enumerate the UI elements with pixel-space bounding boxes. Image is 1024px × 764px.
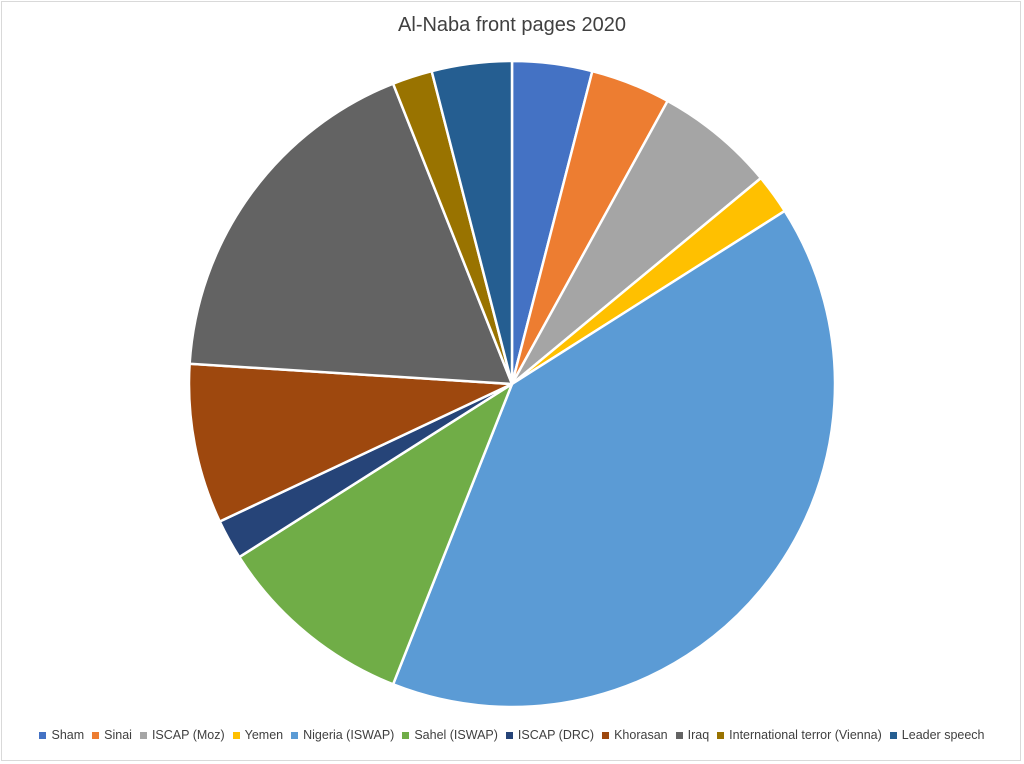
legend-swatch bbox=[602, 731, 610, 739]
legend-swatch bbox=[889, 731, 897, 739]
legend-label: Sham bbox=[51, 728, 85, 742]
pie-slice-khorasan bbox=[187, 362, 514, 523]
pie-slice-nigeria-iswap bbox=[391, 209, 837, 709]
legend-swatch bbox=[717, 731, 725, 739]
pie-slice-leader-speech bbox=[430, 59, 514, 386]
legend-item: Sham bbox=[39, 728, 84, 742]
legend-swatch bbox=[402, 731, 410, 739]
legend-swatch bbox=[139, 731, 147, 739]
legend-label: ISCAP (Moz) bbox=[151, 728, 225, 742]
pie-slice-iscap-moz bbox=[510, 99, 763, 386]
legend-item: Yemen bbox=[232, 728, 284, 742]
legend-swatch bbox=[291, 731, 299, 739]
legend-item: Iraq bbox=[675, 728, 710, 742]
legend-item: International terror (Vienna) bbox=[717, 728, 882, 742]
pie-slice-sahel-iswap bbox=[238, 382, 514, 686]
legend-swatch bbox=[675, 731, 683, 739]
legend-label: Yemen bbox=[244, 728, 284, 742]
legend-label: Nigeria (ISWAP) bbox=[303, 728, 395, 742]
legend-label: Khorasan bbox=[614, 728, 668, 742]
legend-swatch bbox=[39, 731, 47, 739]
legend-item: ISCAP (Moz) bbox=[139, 728, 225, 742]
chart-legend: Sham Sinai ISCAP (Moz) Yemen Nigeria (ISWAP)… bbox=[0, 728, 1024, 742]
legend-swatch bbox=[92, 731, 100, 739]
legend-item: Sinai bbox=[92, 728, 132, 742]
legend-item: ISCAP (DRC) bbox=[505, 728, 595, 742]
legend-label: Iraq bbox=[687, 728, 710, 742]
legend-label: Sahel (ISWAP) bbox=[414, 728, 498, 742]
legend-swatch bbox=[505, 731, 513, 739]
legend-item: Nigeria (ISWAP) bbox=[291, 728, 394, 742]
legend-item: Sahel (ISWAP) bbox=[402, 728, 498, 742]
pie-slice-iraq bbox=[188, 82, 514, 386]
legend-label: Leader speech bbox=[901, 728, 985, 742]
legend-label: International terror (Vienna) bbox=[729, 728, 882, 742]
legend-label: Sinai bbox=[104, 728, 132, 742]
legend-item: Khorasan bbox=[602, 728, 668, 742]
chart-title: Al-Naba front pages 2020 bbox=[398, 14, 626, 36]
legend-item: Leader speech bbox=[889, 728, 985, 742]
legend-swatch bbox=[232, 731, 240, 739]
legend-label: ISCAP (DRC) bbox=[517, 728, 595, 742]
